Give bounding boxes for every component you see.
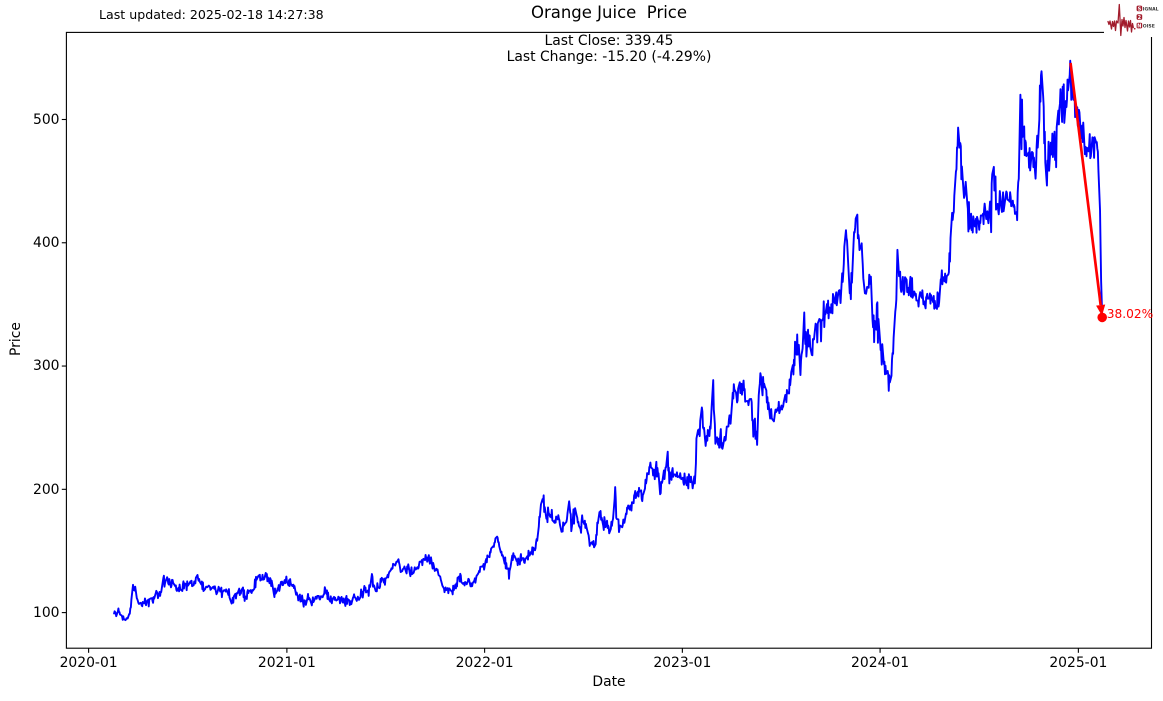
logo-letterbox-s xyxy=(1136,5,1143,12)
logo-letter-n: N xyxy=(1137,24,1141,30)
drop-percent-label: 38.02% xyxy=(1106,307,1154,322)
y-tick-label: 400 xyxy=(32,235,60,252)
x-tick-label: 2021-01 xyxy=(257,654,316,671)
axes-spines xyxy=(65,31,1153,649)
chart-title: Orange Juice Price xyxy=(530,2,688,22)
drop-arrow-line xyxy=(1069,62,1102,306)
last-updated-text: Last updated: 2025-02-18 14:27:38 xyxy=(99,6,324,22)
last-close-text: Last Close: 339.45 xyxy=(544,32,674,49)
signal-2-noise-logo: S IGNAL 2 N OISE xyxy=(1104,0,1163,37)
x-axis-label: Date xyxy=(592,673,626,690)
logo-letter-2: 2 xyxy=(1138,15,1142,21)
logo-letter-s: S xyxy=(1138,6,1142,12)
logo-letterbox-2 xyxy=(1136,14,1143,20)
logo-word-noise-rest: OISE xyxy=(1143,24,1155,30)
logo-wordmark: S IGNAL 2 N OISE xyxy=(1136,5,1159,30)
y-tick-label: 300 xyxy=(32,358,60,375)
price-line xyxy=(113,59,1104,622)
y-tick-label: 200 xyxy=(32,481,60,498)
logo-letterbox-n xyxy=(1136,22,1143,29)
x-tick-label: 2024-01 xyxy=(851,654,910,671)
last-close-marker xyxy=(1097,312,1108,323)
drop-arrow-head xyxy=(1096,304,1106,316)
logo-word-signal-rest: IGNAL xyxy=(1143,6,1159,12)
last-change-text: Last Change: -15.20 (-4.29%) xyxy=(506,49,712,66)
x-tick-label: 2023-01 xyxy=(653,654,712,671)
heartbeat-waveform-icon xyxy=(1107,3,1134,37)
y-axis-label: Price xyxy=(8,322,25,356)
y-tick-label: 100 xyxy=(32,604,60,621)
y-tick-label: 500 xyxy=(32,111,60,128)
waveform-period-dot xyxy=(1133,27,1136,30)
x-tick-label: 2025-01 xyxy=(1049,654,1108,671)
x-tick-label: 2020-01 xyxy=(59,654,118,671)
x-tick-label: 2022-01 xyxy=(455,654,514,671)
